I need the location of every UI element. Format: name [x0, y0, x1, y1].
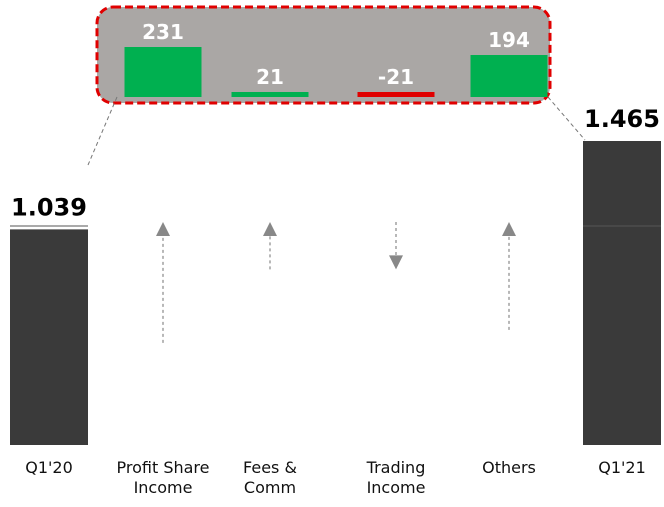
value-label: 1.465 [584, 105, 660, 133]
category-label: Q1'20 [25, 458, 73, 477]
category-label: Q1'21 [598, 458, 646, 477]
value-label: 1.039 [11, 193, 87, 221]
arrow-head [156, 222, 170, 236]
arrow-head [389, 255, 403, 270]
category-label: Fees & Comm [243, 458, 297, 497]
category-label: Others [482, 458, 536, 477]
delta-bar [470, 55, 548, 97]
category-label: Profit Share Income [116, 458, 210, 497]
value-label: 231 [142, 20, 184, 44]
value-label: -21 [378, 65, 414, 89]
delta-bar [231, 92, 309, 97]
connector [87, 96, 118, 166]
value-label: 21 [256, 65, 284, 89]
delta-bar [124, 47, 202, 97]
connector [547, 96, 586, 141]
arrow-head [263, 222, 277, 236]
zoom-box [95, 5, 552, 105]
total-bar [10, 229, 88, 445]
arrow-head [502, 222, 516, 236]
delta-bar [357, 92, 435, 97]
category-label: Trading Income [366, 458, 426, 497]
value-label: 194 [488, 28, 530, 52]
total-bar [583, 141, 661, 445]
